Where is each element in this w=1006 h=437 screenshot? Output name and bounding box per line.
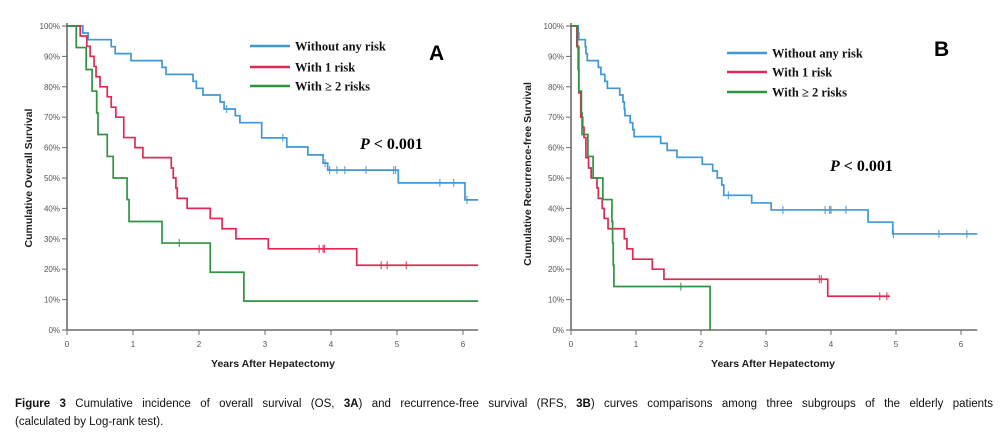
y-tick-label: 100% bbox=[544, 22, 564, 31]
legend-b: Without any risk With 1 risk With ≥ 2 ri… bbox=[727, 47, 863, 100]
p-text-b: < 0.001 bbox=[840, 158, 893, 175]
x-tick-label: 6 bbox=[461, 340, 466, 349]
caption-text: ) curves comparisons among three subgrou… bbox=[590, 398, 993, 410]
y-tick-label: 50% bbox=[44, 174, 60, 183]
legend-label-with-1-risk: With 1 risk bbox=[295, 61, 355, 75]
p-value-a: P < 0.001 bbox=[359, 136, 423, 153]
y-tick-label: 50% bbox=[548, 174, 564, 183]
x-tick-label: 2 bbox=[699, 340, 704, 349]
p-text-a: < 0.001 bbox=[370, 136, 423, 153]
x-tick-label: 3 bbox=[263, 340, 268, 349]
y-tick-label: 20% bbox=[548, 265, 564, 274]
y-tick-label: 90% bbox=[548, 52, 564, 61]
p-symbol-b: P bbox=[829, 158, 840, 175]
legend-label-with-2-plus-risks: With ≥ 2 risks bbox=[295, 80, 370, 94]
x-tick-label: 5 bbox=[894, 340, 899, 349]
y-tick-label: 40% bbox=[44, 204, 60, 213]
caption-line-1: Figure 3 Cumulative incidence of overall… bbox=[15, 396, 993, 414]
y-tick-label: 60% bbox=[44, 144, 60, 153]
y-tick-label: 10% bbox=[548, 296, 564, 305]
x-tick-label: 6 bbox=[959, 340, 964, 349]
km-curve-with-1-risk bbox=[67, 25, 479, 267]
caption-text: Cumulative incidence of overall survival… bbox=[65, 398, 344, 410]
y-axis-title-b: Cumulative Recurrence-free Survival bbox=[522, 82, 534, 266]
km-curve-without-any-risk bbox=[571, 25, 978, 235]
y-tick-label: 0% bbox=[48, 326, 60, 335]
km-curve-without-any-risk bbox=[67, 25, 479, 201]
figure-plots: Cumulative Overall Survival Years After … bbox=[23, 22, 978, 371]
x-tick-label: 4 bbox=[329, 340, 334, 349]
y-tick-label: 80% bbox=[548, 83, 564, 92]
km-curve-with-2-plus-risks bbox=[67, 25, 479, 302]
y-tick-label: 40% bbox=[548, 204, 564, 213]
y-tick-label: 10% bbox=[44, 296, 60, 305]
y-tick-label: 20% bbox=[44, 265, 60, 274]
caption-ref-3a: 3A bbox=[343, 398, 359, 410]
x-tick-label: 1 bbox=[634, 340, 639, 349]
y-tick-label: 70% bbox=[44, 113, 60, 122]
caption-figure-label: Figure 3 bbox=[15, 398, 66, 410]
panel-b-annotations: Cumulative Recurrence-free Survival Year… bbox=[522, 38, 949, 370]
y-tick-label: 30% bbox=[548, 235, 564, 244]
y-tick-label: 90% bbox=[44, 52, 60, 61]
caption-line-2: (calculated by Log-rank test). bbox=[15, 415, 164, 428]
x-axis-title-b: Years After Hepatectomy bbox=[711, 358, 835, 370]
legend-label-without-any-risk: Without any risk bbox=[295, 40, 386, 54]
x-tick-label: 5 bbox=[395, 340, 400, 349]
legend-a: Without any risk With 1 risk With ≥ 2 ri… bbox=[250, 40, 386, 94]
figure-caption: Figure 3 Cumulative incidence of overall… bbox=[15, 396, 993, 431]
y-tick-label: 0% bbox=[552, 326, 564, 335]
x-tick-label: 1 bbox=[131, 340, 136, 349]
p-symbol-a: P bbox=[359, 136, 370, 153]
p-value-b: P < 0.001 bbox=[829, 158, 893, 175]
caption-ref-3b: 3B bbox=[576, 398, 591, 410]
legend-label-with-1-risk: With 1 risk bbox=[772, 66, 832, 80]
x-tick-label: 3 bbox=[764, 340, 769, 349]
y-tick-label: 60% bbox=[548, 144, 564, 153]
legend-label-without-any-risk: Without any risk bbox=[772, 47, 863, 61]
panel-a-annotations: Cumulative Overall Survival Years After … bbox=[23, 40, 444, 371]
plot-area-a: 0% 10% 20% 30% 40% 50% 60% 70% 80% 90% 100% 0 1 2 3 4 5 6 bbox=[40, 22, 479, 349]
x-tick-label: 2 bbox=[197, 340, 202, 349]
caption-text: ) and recurrence-free survival (RFS, bbox=[358, 398, 577, 410]
y-tick-label: 30% bbox=[44, 235, 60, 244]
x-tick-label: 4 bbox=[829, 340, 834, 349]
y-axis-title-a: Cumulative Overall Survival bbox=[23, 108, 35, 247]
y-tick-label: 100% bbox=[40, 22, 60, 31]
panel-label-b: B bbox=[934, 38, 949, 61]
y-tick-label: 70% bbox=[548, 113, 564, 122]
km-curve-with-2-plus-risks bbox=[571, 25, 711, 330]
x-axis-title-a: Years After Hepatectomy bbox=[211, 358, 335, 370]
legend-label-with-2-plus-risks: With ≥ 2 risks bbox=[772, 86, 847, 100]
x-tick-label: 0 bbox=[569, 340, 574, 349]
plot-area-b: 0% 10% 20% 30% 40% 50% 60% 70% 80% 90% 100% 0 1 2 3 4 5 6 bbox=[544, 22, 978, 349]
y-tick-label: 80% bbox=[44, 83, 60, 92]
x-tick-label: 0 bbox=[65, 340, 70, 349]
panel-label-a: A bbox=[429, 42, 444, 65]
